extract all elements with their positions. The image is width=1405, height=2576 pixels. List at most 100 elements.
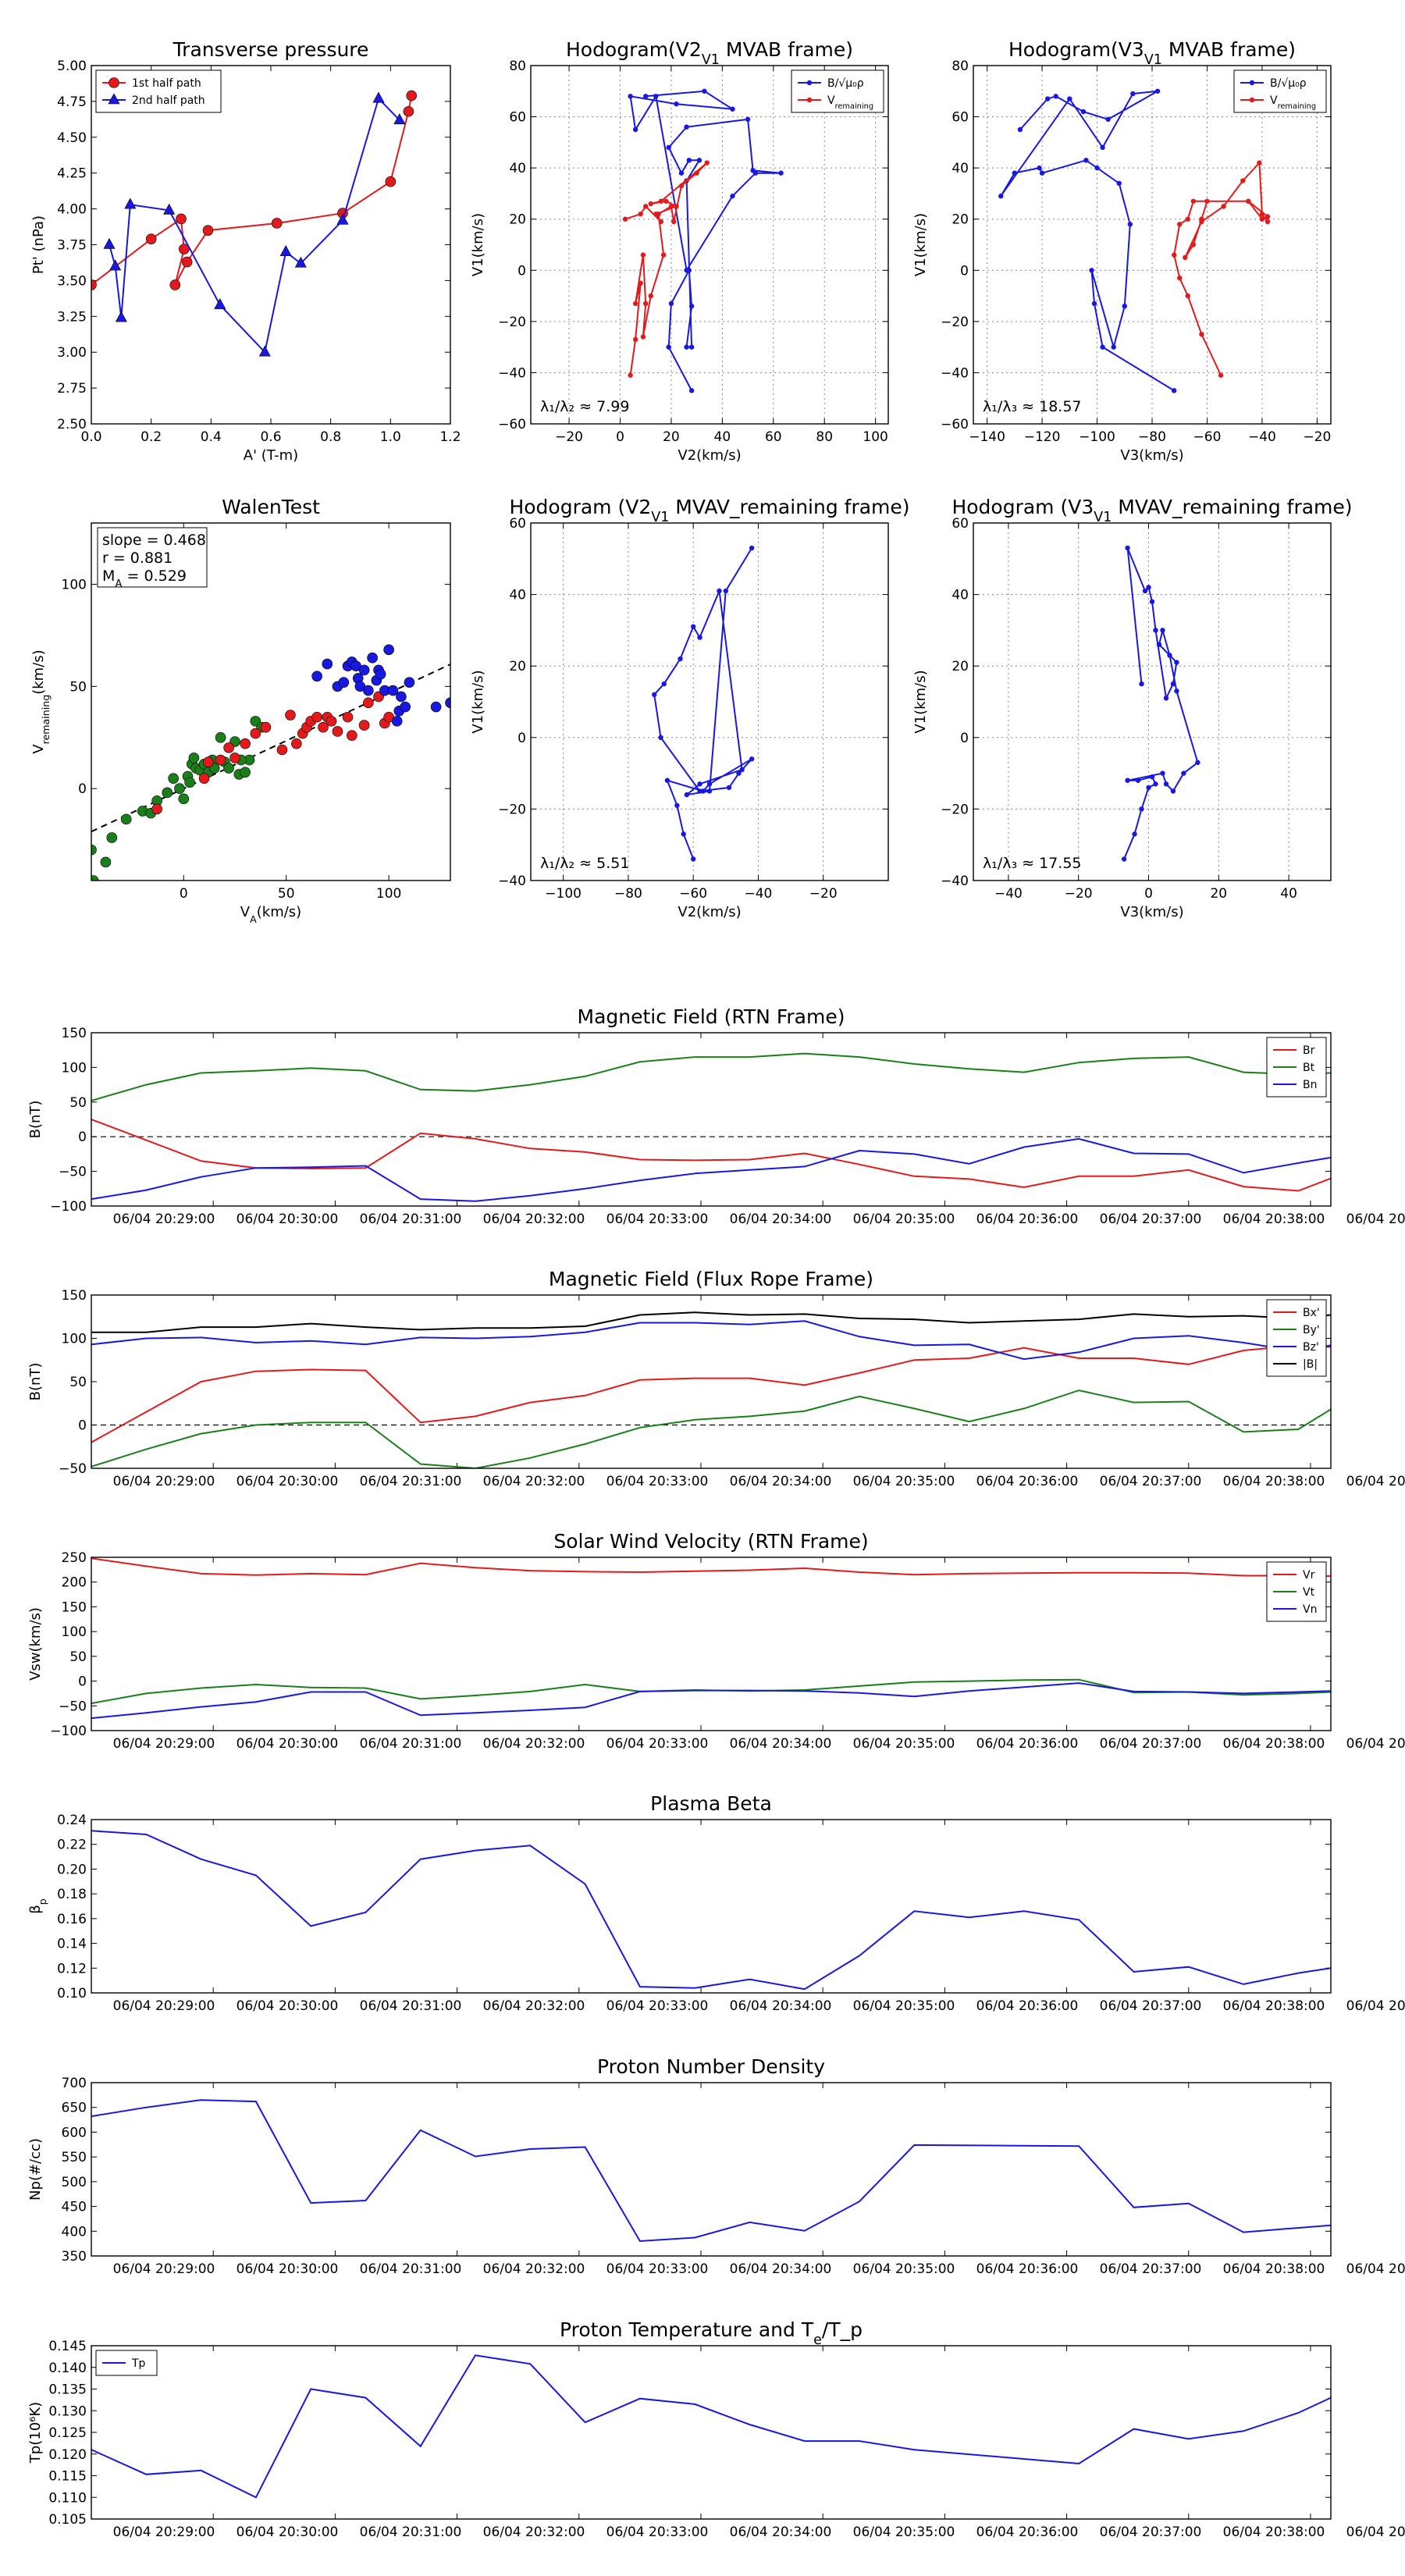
data-point: [1139, 681, 1144, 687]
data-point: [664, 777, 670, 783]
ratio-annotation: λ₁/λ₃ ≈ 18.57: [983, 398, 1082, 415]
data-point: [1146, 785, 1151, 791]
time-tick-label: 06/04 20:34:00: [730, 1474, 832, 1489]
data-point: [640, 334, 646, 340]
data-point: [198, 773, 210, 784]
data-point: [383, 644, 394, 656]
time-tick-label: 06/04 20:34:00: [730, 2261, 832, 2277]
time-tick-label: 06/04 20:34:00: [730, 2524, 832, 2540]
legend-label: Vremaining: [1270, 94, 1316, 111]
ratio-annotation: λ₁/λ₃ ≈ 17.55: [983, 855, 1082, 872]
x-tick-label: −100: [1079, 429, 1115, 445]
data-point: [1149, 599, 1155, 604]
data-point: [115, 311, 127, 322]
data-point: [1154, 88, 1161, 94]
time-tick-label: 06/04 20:38:00: [1223, 1474, 1325, 1489]
data-point: [666, 344, 671, 350]
time-tick-label: 06/04 20:31:00: [360, 1212, 462, 1227]
data-point: [260, 721, 272, 733]
chart-title: Transverse pressure: [173, 38, 369, 61]
data-point: [752, 170, 759, 176]
data-point: [385, 176, 397, 187]
legend-label: Tp: [131, 2357, 146, 2370]
time-tick-label: 06/04 20:35:00: [853, 2261, 955, 2277]
data-point: [430, 701, 442, 713]
y-tick-label: 20: [509, 212, 526, 228]
time-tick-label: 06/04 20:31:00: [360, 1998, 462, 2014]
data-point: [696, 158, 702, 163]
data-point: [294, 256, 307, 268]
y-tick-label: 4.50: [57, 130, 87, 146]
y-tick-label: 0: [518, 263, 526, 279]
series-line-Bz': [91, 1320, 1331, 1361]
time-tick-label: 06/04 20:38:00: [1223, 2524, 1325, 2540]
data-point: [387, 685, 399, 696]
chart-hodo21: Hodogram(V2V1 MVAB frame) −60 −40 −20 0 20 40 6…: [470, 38, 889, 464]
data-point: [215, 754, 226, 766]
y-tick-label: 100: [62, 1624, 87, 1640]
series-line-1st half path: [91, 95, 413, 286]
legend: Bx' By' Bz' |B|: [1266, 1299, 1327, 1377]
plot-frame: [973, 65, 1332, 425]
y-tick-label: 40: [951, 588, 969, 603]
data-point: [702, 88, 707, 94]
data-point: [660, 252, 667, 258]
time-tick-label: 06/04 20:39:00: [1346, 1474, 1405, 1489]
chart-title: Proton Number Density: [597, 2055, 825, 2078]
data-point: [168, 773, 179, 784]
data-point: [688, 303, 695, 309]
time-tick-label: 06/04 20:30:00: [237, 1736, 339, 1752]
y-axis-label: Pt' (nPa): [30, 215, 47, 274]
time-tick-label: 06/04 20:36:00: [976, 1998, 1079, 2014]
data-point: [176, 213, 187, 225]
data-point: [1177, 222, 1183, 227]
time-tick-label: 06/04 20:39:00: [1346, 1736, 1405, 1752]
data-point: [694, 170, 699, 176]
data-point: [279, 245, 292, 256]
y-tick-label: 60: [951, 516, 969, 532]
y-tick-label: 5.00: [57, 59, 87, 74]
data-point: [393, 113, 406, 125]
time-tick-label: 06/04 20:37:00: [1100, 2261, 1202, 2277]
data-point: [730, 106, 735, 112]
data-point: [998, 194, 1004, 199]
data-point: [1160, 628, 1165, 633]
y-tick-label: −20: [941, 315, 969, 330]
data-point: [124, 197, 137, 209]
series-line-Bn: [91, 1137, 1331, 1202]
data-point: [686, 158, 692, 163]
data-point: [358, 720, 370, 731]
stats-line: r = 0.881: [102, 550, 173, 567]
plot-area: [91, 2099, 1331, 2243]
time-tick-label: 06/04 20:31:00: [360, 2261, 462, 2277]
stats-box: [97, 527, 208, 588]
data-point: [1153, 781, 1158, 787]
y-tick-label: 0.115: [48, 2469, 87, 2485]
series-line-0: [91, 2099, 1331, 2243]
legend-box: [791, 69, 884, 113]
plot-frame: [91, 1557, 1332, 1731]
time-tick-label: 06/04 20:36:00: [976, 2524, 1079, 2540]
data-point: [697, 635, 702, 640]
x-tick-label: −40: [1248, 429, 1276, 445]
data-point: [1221, 204, 1226, 209]
legend-marker: [1249, 97, 1255, 103]
time-tick-label: 06/04 20:38:00: [1223, 1736, 1325, 1752]
data-point: [749, 756, 755, 762]
legend: B/√μ₀ρ Vremaining: [1233, 69, 1327, 113]
y-tick-label: 3.00: [57, 345, 87, 361]
data-point: [697, 788, 702, 794]
y-axis-label: B(nT): [27, 1101, 44, 1139]
time-tick-label: 06/04 20:33:00: [606, 1736, 709, 1752]
data-point: [120, 813, 132, 825]
y-tick-label: 60: [509, 516, 526, 532]
x-axis-label: A' (T-m): [244, 447, 298, 464]
data-point: [174, 783, 185, 795]
data-point: [640, 252, 646, 258]
y-tick-label: 0.22: [57, 1838, 87, 1853]
data-point: [240, 767, 251, 778]
chart-title: Hodogram(V2V1 MVAB frame): [566, 38, 853, 68]
y-tick-label: 0: [78, 1674, 87, 1690]
data-point: [1080, 109, 1087, 115]
